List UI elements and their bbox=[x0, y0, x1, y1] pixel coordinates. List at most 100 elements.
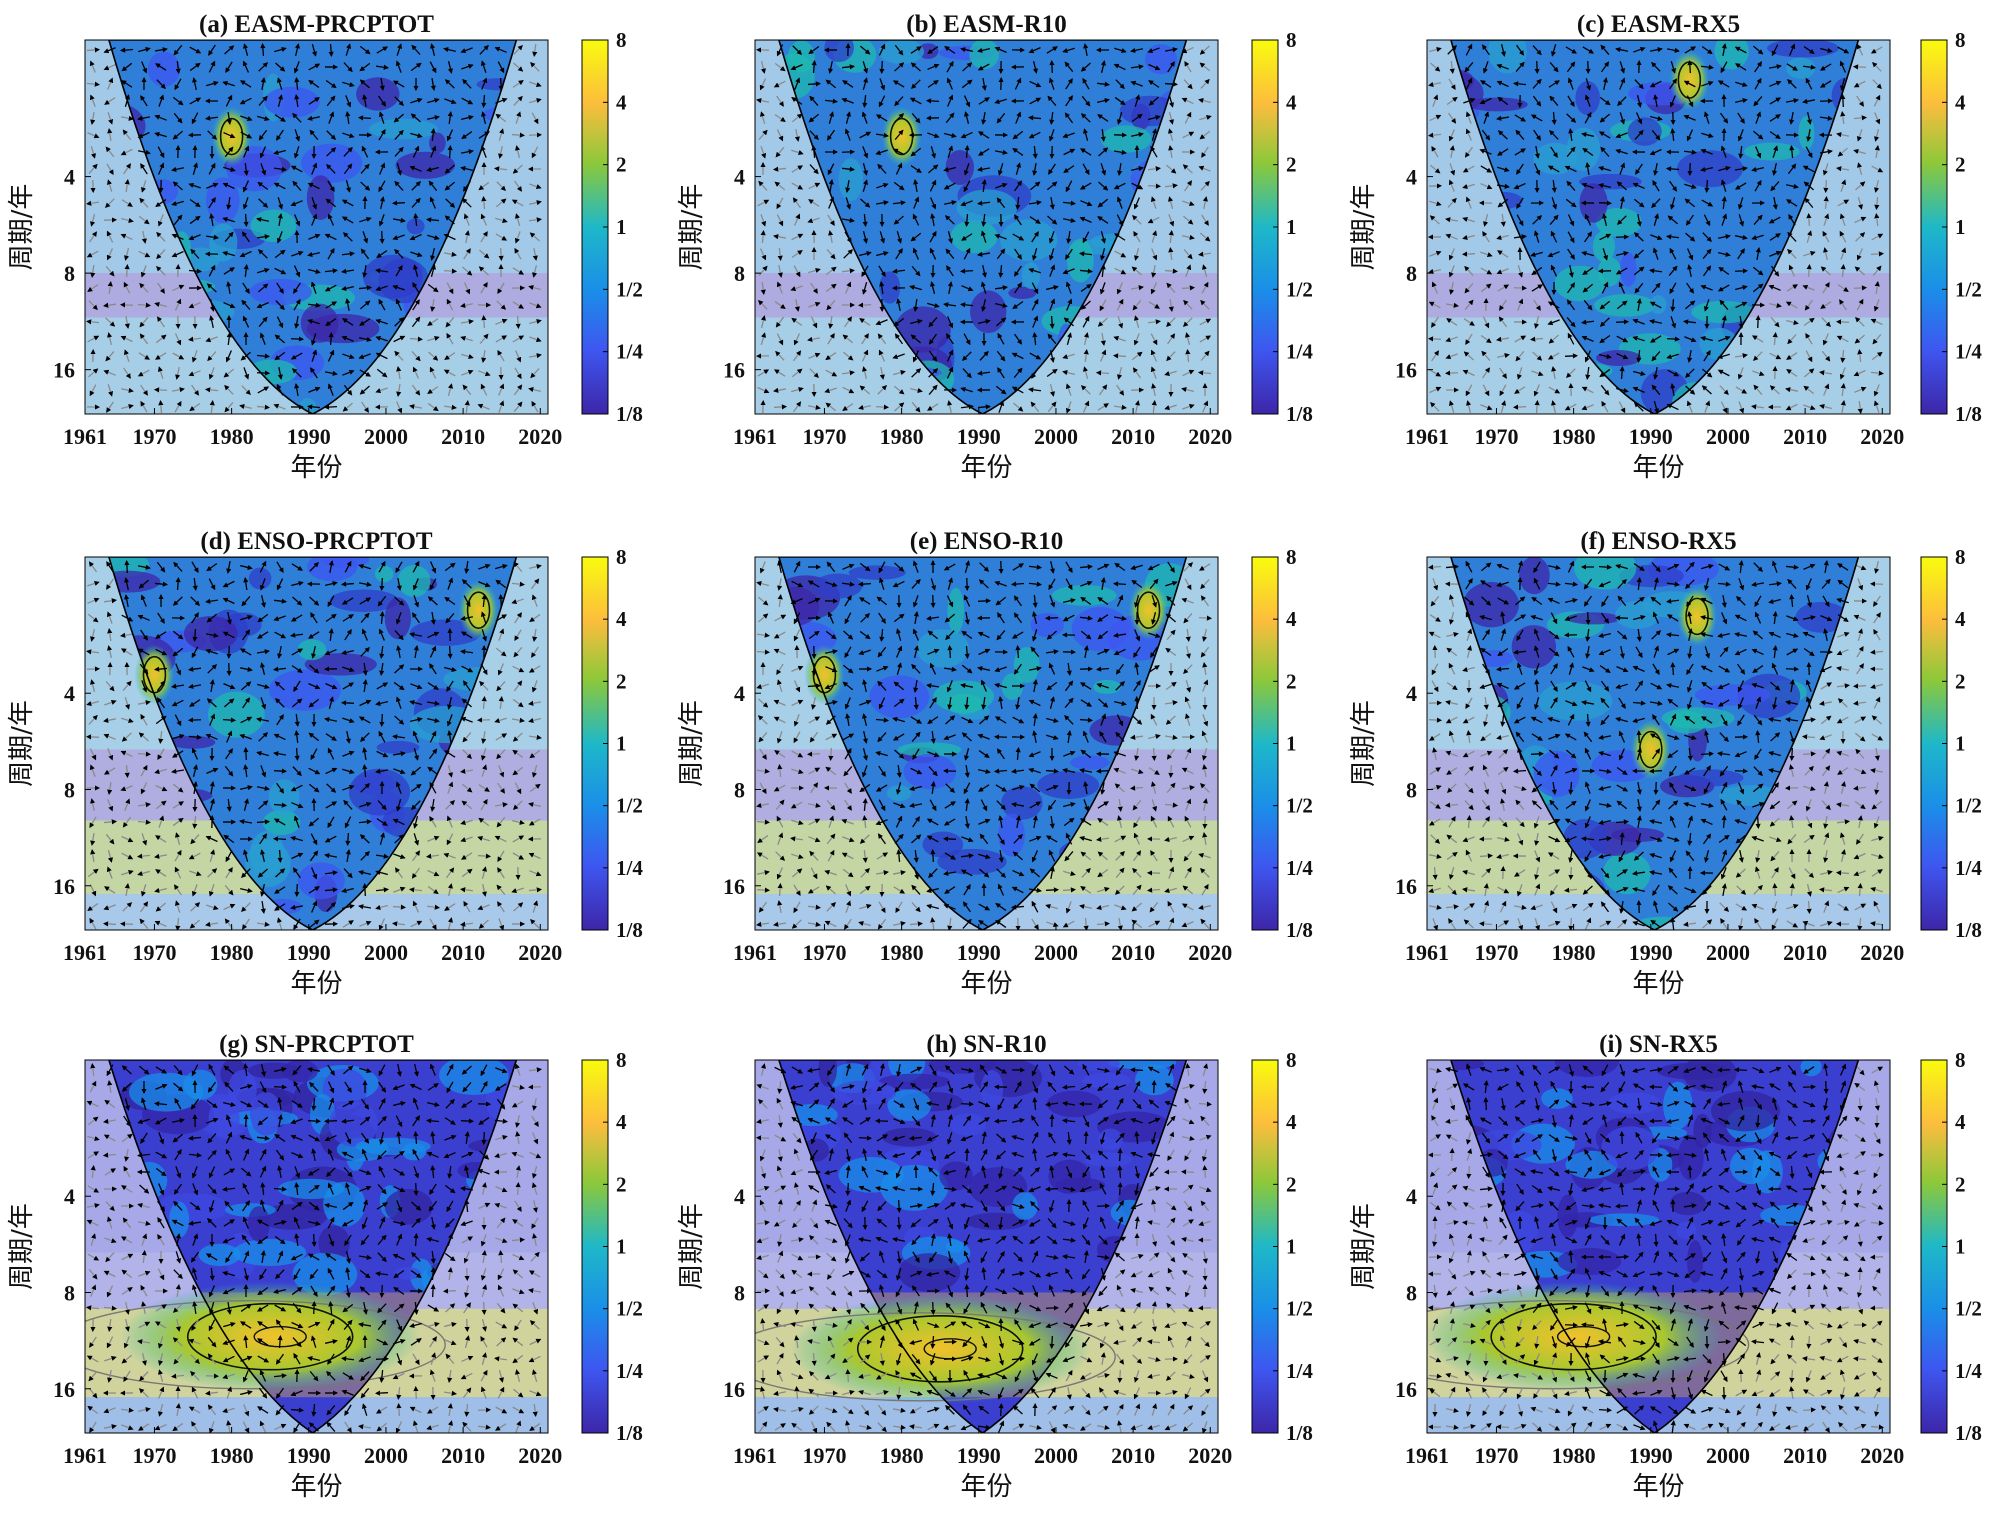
x-tick-label: 1970 bbox=[132, 1443, 176, 1468]
phase-arrow bbox=[481, 1301, 487, 1316]
x-tick-label: 1970 bbox=[132, 940, 176, 965]
phase-arrow bbox=[875, 404, 890, 410]
x-tick-label: 2000 bbox=[1706, 424, 1750, 449]
phase-arrow bbox=[137, 751, 152, 757]
x-tick-label: 2010 bbox=[441, 1443, 485, 1468]
phase-arrow bbox=[1427, 336, 1442, 342]
power-blob bbox=[1798, 115, 1815, 150]
power-blob bbox=[969, 40, 1000, 70]
phase-arrow bbox=[930, 594, 936, 609]
colorbar-tick-label: 1/4 bbox=[616, 340, 643, 364]
colorbar-tick-label: 1/8 bbox=[616, 402, 643, 426]
phase-arrow bbox=[1789, 747, 1795, 762]
power-blob bbox=[1649, 295, 1667, 314]
colorbar-tick-label: 1 bbox=[1955, 215, 1966, 239]
x-tick-label: 2020 bbox=[1188, 940, 1232, 965]
power-blob bbox=[249, 1091, 283, 1136]
power-blob bbox=[394, 1266, 421, 1280]
phase-arrow bbox=[1444, 370, 1459, 376]
phase-arrow bbox=[1870, 251, 1885, 257]
power-blob bbox=[368, 118, 438, 140]
phase-arrow bbox=[1585, 60, 1591, 75]
phase-arrow bbox=[515, 315, 521, 330]
x-tick-label: 1961 bbox=[1405, 424, 1449, 449]
colorbar-tick-label: 4 bbox=[616, 90, 627, 114]
x-tick-label: 1980 bbox=[1552, 940, 1596, 965]
power-blob bbox=[980, 1070, 1004, 1109]
phase-arrow bbox=[511, 1237, 526, 1243]
power-blob bbox=[1538, 681, 1613, 721]
power-blob bbox=[297, 862, 345, 900]
x-tick-label: 2020 bbox=[1860, 424, 1904, 449]
panel-title: (g) SN-PRCPTOT bbox=[219, 1031, 414, 1058]
y-axis-label: 周期/年 bbox=[7, 184, 37, 271]
phase-arrow bbox=[153, 387, 168, 393]
power-blob bbox=[882, 1127, 937, 1147]
colorbar-tick-label: 8 bbox=[1955, 28, 1966, 52]
colorbar-tick-label: 4 bbox=[1955, 607, 1966, 631]
phase-arrow bbox=[930, 848, 936, 863]
y-axis-label: 周期/年 bbox=[677, 184, 707, 271]
x-tick-label: 1961 bbox=[733, 424, 777, 449]
phase-arrow bbox=[256, 819, 271, 825]
y-tick-label: 16 bbox=[53, 358, 75, 383]
x-tick-label: 1980 bbox=[210, 424, 254, 449]
x-axis-label: 年份 bbox=[1632, 969, 1684, 999]
x-tick-label: 2010 bbox=[441, 424, 485, 449]
phase-arrow bbox=[498, 247, 504, 262]
power-blob bbox=[1661, 707, 1735, 729]
power-blob bbox=[374, 565, 394, 583]
x-tick-label: 1961 bbox=[63, 940, 107, 965]
colorbar-tick-label: 1/2 bbox=[616, 1297, 643, 1321]
phase-arrow bbox=[756, 649, 771, 655]
phase-arrow bbox=[413, 1232, 419, 1247]
colorbar-tick-label: 4 bbox=[1955, 90, 1966, 114]
colorbar-tick-label: 4 bbox=[616, 1110, 627, 1134]
phase-arrow bbox=[1015, 644, 1021, 659]
power-blob bbox=[1055, 1177, 1106, 1193]
x-tick-label: 2020 bbox=[518, 1443, 562, 1468]
colorbar-tick-label: 1/8 bbox=[1955, 918, 1982, 942]
phase-arrow bbox=[477, 853, 492, 859]
phase-arrow bbox=[1615, 819, 1630, 825]
power-blob bbox=[1084, 1152, 1133, 1167]
colorbar-tick-label: 1/4 bbox=[1286, 856, 1313, 880]
phase-arrow bbox=[1700, 751, 1715, 757]
phase-arrow bbox=[86, 47, 101, 53]
colorbar-tick-label: 1/8 bbox=[616, 918, 643, 942]
phase-arrow bbox=[460, 1118, 475, 1124]
power-blob bbox=[1051, 585, 1117, 606]
power-blob bbox=[1100, 125, 1152, 153]
phase-arrow bbox=[294, 747, 300, 762]
colorbar-tick-label: 1/4 bbox=[1955, 340, 1982, 364]
phase-arrow bbox=[243, 746, 249, 761]
phase-arrow bbox=[256, 370, 271, 376]
x-tick-label: 2000 bbox=[1034, 424, 1078, 449]
x-tick-label: 2000 bbox=[364, 424, 408, 449]
y-tick-label: 4 bbox=[734, 681, 745, 706]
phase-arrow bbox=[374, 1390, 389, 1396]
phase-arrow bbox=[777, 882, 783, 897]
x-tick-label: 1961 bbox=[1405, 940, 1449, 965]
y-axis-label: 周期/年 bbox=[7, 1203, 37, 1290]
plot-area bbox=[85, 1060, 548, 1433]
phase-arrow bbox=[1512, 404, 1527, 410]
phase-arrow bbox=[515, 1181, 521, 1196]
phase-arrow bbox=[1534, 399, 1540, 414]
plot-area bbox=[1427, 40, 1890, 414]
phase-arrow bbox=[464, 1318, 470, 1333]
x-tick-label: 1980 bbox=[1552, 424, 1596, 449]
phase-arrow bbox=[1168, 764, 1174, 779]
colorbar-tick-label: 1/4 bbox=[616, 856, 643, 880]
y-axis-label: 周期/年 bbox=[7, 700, 37, 787]
colorbar-tick-label: 2 bbox=[1955, 669, 1966, 693]
y-tick-label: 8 bbox=[1406, 777, 1417, 802]
x-axis-label: 年份 bbox=[960, 969, 1012, 999]
phase-arrow bbox=[379, 230, 385, 245]
significant-power-region bbox=[458, 580, 499, 641]
power-blob bbox=[384, 1188, 433, 1225]
plot-area bbox=[85, 40, 548, 414]
